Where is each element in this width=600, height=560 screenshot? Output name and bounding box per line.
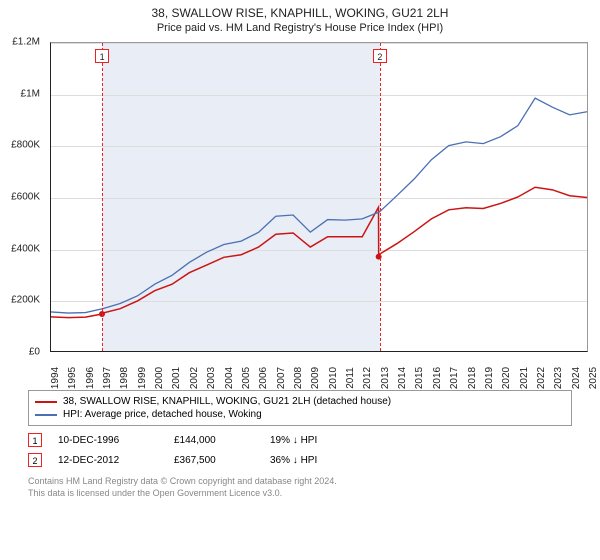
x-tick-label: 2000	[154, 367, 165, 389]
y-tick-label: £400K	[11, 243, 40, 254]
marker-line	[102, 43, 103, 351]
y-tick-label: £0	[29, 347, 40, 358]
x-tick-label: 1998	[119, 367, 130, 389]
x-tick-label: 1997	[102, 367, 113, 389]
footer-line1: Contains HM Land Registry data © Crown c…	[28, 476, 572, 488]
legend-item: 38, SWALLOW RISE, KNAPHILL, WOKING, GU21…	[35, 395, 565, 408]
x-axis-labels: 1994 1995 1996 1997 1998 1999 2000 2001 2002 2003…	[50, 356, 588, 386]
legend: 38, SWALLOW RISE, KNAPHILL, WOKING, GU21…	[28, 390, 572, 426]
x-tick-label: 2018	[467, 367, 478, 389]
x-tick-label: 2013	[380, 367, 391, 389]
x-tick-label: 2011	[345, 367, 356, 389]
plot-region: 12	[50, 42, 588, 352]
x-tick-label: 2006	[258, 367, 269, 389]
legend-label: 38, SWALLOW RISE, KNAPHILL, WOKING, GU21…	[63, 396, 391, 407]
x-tick-label: 2023	[553, 367, 564, 389]
transaction-price: £144,000	[174, 435, 254, 446]
x-tick-label: 2010	[328, 367, 339, 389]
transaction-date: 10-DEC-1996	[58, 435, 158, 446]
x-tick-label: 2021	[519, 367, 530, 389]
chart-title: 38, SWALLOW RISE, KNAPHILL, WOKING, GU21…	[0, 6, 600, 20]
y-tick-label: £1.2M	[12, 37, 40, 48]
x-tick-label: 2022	[536, 367, 547, 389]
x-tick-label: 2024	[571, 367, 582, 389]
x-tick-label: 1996	[85, 367, 96, 389]
x-tick-label: 1995	[67, 367, 78, 389]
x-tick-label: 2017	[449, 367, 460, 389]
x-tick-label: 1999	[137, 367, 148, 389]
transaction-date: 12-DEC-2012	[58, 455, 158, 466]
x-tick-label: 2025	[588, 367, 599, 389]
legend-swatch	[35, 401, 57, 403]
transaction-marker: 2	[28, 453, 42, 467]
transaction-row: 2 12-DEC-2012 £367,500 36% ↓ HPI	[28, 450, 572, 470]
chart-subtitle: Price paid vs. HM Land Registry's House …	[0, 22, 600, 34]
marker-badge: 1	[95, 49, 109, 63]
transaction-marker: 1	[28, 433, 42, 447]
x-tick-label: 2012	[362, 367, 373, 389]
x-tick-label: 2020	[501, 367, 512, 389]
footer: Contains HM Land Registry data © Crown c…	[28, 476, 572, 499]
y-tick-label: £800K	[11, 140, 40, 151]
y-tick-label: £200K	[11, 295, 40, 306]
x-tick-label: 2001	[171, 367, 182, 389]
x-tick-label: 2009	[310, 367, 321, 389]
chart-lines	[51, 43, 587, 351]
y-axis-labels: £0£200K£400K£600K£800K£1M£1.2M	[2, 42, 46, 352]
legend-label: HPI: Average price, detached house, Woki…	[63, 409, 262, 420]
y-tick-label: £600K	[11, 192, 40, 203]
footer-line2: This data is licensed under the Open Gov…	[28, 488, 572, 500]
x-tick-label: 2014	[397, 367, 408, 389]
marker-line	[380, 43, 381, 351]
x-tick-label: 2007	[276, 367, 287, 389]
transaction-delta: 19% ↓ HPI	[270, 435, 350, 446]
transaction-table: 1 10-DEC-1996 £144,000 19% ↓ HPI 2 12-DEC-201…	[28, 430, 572, 470]
transaction-row: 1 10-DEC-1996 £144,000 19% ↓ HPI	[28, 430, 572, 450]
series-hpi	[51, 98, 587, 313]
chart-area: £0£200K£400K£600K£800K£1M£1.2M 12 199419…	[50, 42, 588, 382]
transaction-delta: 36% ↓ HPI	[270, 455, 350, 466]
x-tick-label: 2003	[206, 367, 217, 389]
x-tick-label: 2015	[414, 367, 425, 389]
chart-header: 38, SWALLOW RISE, KNAPHILL, WOKING, GU21…	[0, 0, 600, 36]
x-tick-label: 2005	[241, 367, 252, 389]
legend-swatch	[35, 414, 57, 416]
marker-badge: 2	[373, 49, 387, 63]
x-tick-label: 2008	[293, 367, 304, 389]
transaction-price: £367,500	[174, 455, 254, 466]
legend-item: HPI: Average price, detached house, Woki…	[35, 408, 565, 421]
x-tick-label: 2004	[224, 367, 235, 389]
x-tick-label: 2002	[189, 367, 200, 389]
x-tick-label: 2019	[484, 367, 495, 389]
x-tick-label: 1994	[50, 367, 61, 389]
y-tick-label: £1M	[21, 88, 40, 99]
x-tick-label: 2016	[432, 367, 443, 389]
